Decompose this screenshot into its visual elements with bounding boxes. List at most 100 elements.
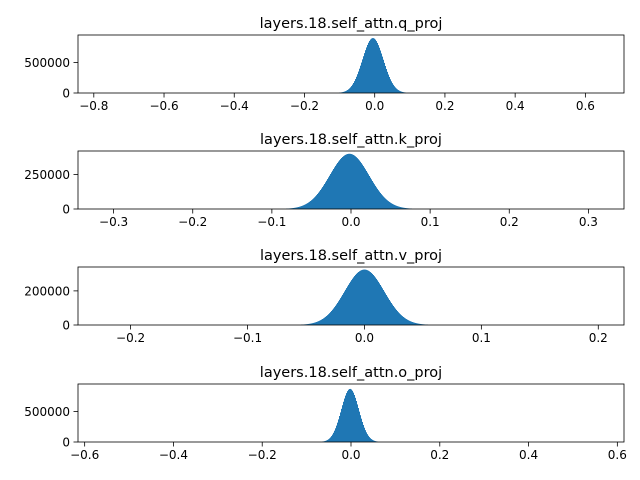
histogram-bar xyxy=(311,323,312,325)
histogram-bar xyxy=(355,79,356,93)
histogram-bar xyxy=(297,207,298,209)
histogram-bar xyxy=(332,309,333,325)
histogram-bar xyxy=(359,271,360,325)
histogram-bar xyxy=(375,441,376,442)
histogram-bar xyxy=(353,277,354,325)
histogram-bar xyxy=(298,206,299,209)
histogram-bar xyxy=(351,154,352,209)
histogram-bar xyxy=(376,187,377,209)
histogram-bar xyxy=(370,272,371,325)
histogram-bar xyxy=(389,201,390,209)
histogram-bar xyxy=(384,197,385,209)
histogram-bar xyxy=(391,203,392,209)
histogram-bar xyxy=(312,323,313,325)
histogram-bar xyxy=(326,316,327,325)
histogram-bar xyxy=(374,38,375,93)
histogram-bar xyxy=(366,269,367,325)
x-tick-label: 0.6 xyxy=(576,99,595,113)
histogram-bar xyxy=(357,404,358,442)
histogram-bar xyxy=(301,206,302,209)
histogram-bar xyxy=(376,278,377,325)
histogram-bar xyxy=(346,288,347,325)
histogram-bar xyxy=(320,320,321,325)
histogram-bar xyxy=(381,194,382,209)
histogram-bar xyxy=(394,86,395,93)
histogram-bar xyxy=(318,192,319,209)
histogram-bar xyxy=(337,302,338,325)
x-tick-label: 0.0 xyxy=(365,99,384,113)
histogram-bar xyxy=(334,167,335,209)
histogram-bar xyxy=(386,199,387,209)
histogram-bar xyxy=(355,274,356,325)
histogram-bar xyxy=(362,59,363,93)
histogram-bar xyxy=(356,157,357,209)
histogram-bar xyxy=(360,270,361,325)
histogram-bar xyxy=(356,273,357,325)
histogram-bar xyxy=(353,83,354,93)
histogram-bar xyxy=(337,162,338,209)
histogram-bar xyxy=(330,174,331,209)
histogram-bar xyxy=(408,320,409,325)
histogram-bar xyxy=(366,170,367,209)
histogram-bar xyxy=(371,439,372,442)
histogram-bar xyxy=(313,198,314,209)
x-tick-label: 0.2 xyxy=(435,99,454,113)
histogram-bar xyxy=(320,190,321,209)
histogram-bar xyxy=(401,91,402,93)
histogram-bar xyxy=(355,397,356,442)
histogram-bar xyxy=(321,319,322,325)
histogram-bar xyxy=(345,154,346,209)
x-tick-label: −0.4 xyxy=(220,99,249,113)
histogram-bar xyxy=(335,428,336,442)
histogram-bar xyxy=(369,271,370,325)
histogram-bar xyxy=(372,439,373,442)
histogram-bar xyxy=(414,322,415,325)
histogram-bar xyxy=(333,432,334,442)
histogram-bar xyxy=(379,283,380,325)
histogram-bar xyxy=(342,294,343,325)
histogram-bar xyxy=(347,391,348,442)
histogram-bar xyxy=(395,308,396,325)
histogram-bar xyxy=(356,400,357,442)
histogram-bar xyxy=(372,38,373,93)
histogram-bar xyxy=(382,195,383,209)
x-tick-label: −0.4 xyxy=(159,448,188,462)
histogram-bar xyxy=(368,435,369,442)
histogram-bar xyxy=(336,164,337,209)
histogram-bar xyxy=(360,161,361,209)
histogram-bar xyxy=(359,411,360,442)
histogram-bar xyxy=(316,195,317,209)
histogram-bar xyxy=(380,284,381,325)
histogram-bar xyxy=(402,316,403,325)
x-tick-label: −0.2 xyxy=(290,99,319,113)
histogram-bar xyxy=(367,172,368,209)
histogram-bar xyxy=(359,160,360,209)
y-tick-label: 0 xyxy=(62,203,70,217)
x-tick-label: 0.1 xyxy=(472,331,491,345)
histogram-bar xyxy=(390,202,391,209)
histogram-bar xyxy=(357,272,358,325)
histogram-bar xyxy=(398,206,399,209)
histogram-bar xyxy=(399,313,400,325)
x-tick-label: −0.6 xyxy=(149,99,178,113)
histogram-bar xyxy=(325,316,326,325)
histogram-bar xyxy=(344,398,345,442)
histogram-panel-2: layers.18.self_attn.k_proj −0.3 −0.2 −0.1 0.… xyxy=(24,132,625,229)
histogram-bar xyxy=(393,305,394,325)
histogram-bar xyxy=(362,269,363,325)
histogram-bar xyxy=(405,318,406,325)
histogram-bar xyxy=(348,153,349,209)
histogram-bar xyxy=(327,179,328,209)
x-tick-label: 0.4 xyxy=(506,99,525,113)
histogram-bar xyxy=(367,434,368,442)
histogram-bar xyxy=(366,432,367,442)
histogram-bar xyxy=(347,286,348,325)
histogram-bar xyxy=(328,314,329,325)
x-tick-label: 0.4 xyxy=(519,448,538,462)
histogram-bar xyxy=(332,434,333,442)
histogram-bar xyxy=(378,190,379,209)
histogram-bar xyxy=(375,39,376,93)
x-tick-label: 0.2 xyxy=(430,448,449,462)
x-tick-label: 0.6 xyxy=(608,448,627,462)
histogram-bar xyxy=(319,320,320,325)
